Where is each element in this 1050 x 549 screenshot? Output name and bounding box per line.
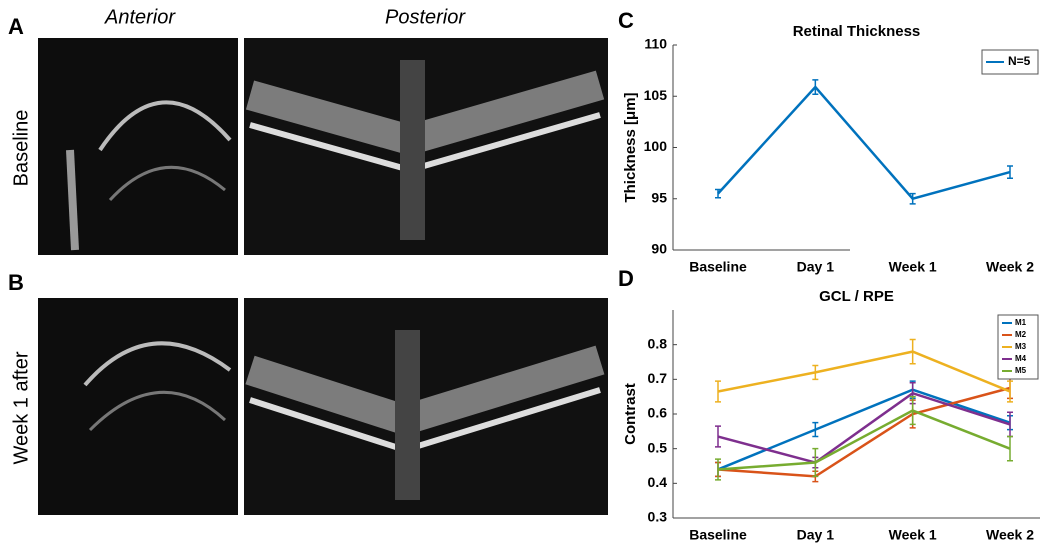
legend-label: M2 [1015, 330, 1027, 339]
row-label: Week 1 after [10, 351, 32, 464]
legend-label: M1 [1015, 318, 1027, 327]
series-line [717, 386, 1011, 478]
oct-images [38, 38, 608, 515]
x-tick-label: Week 1 [889, 527, 937, 543]
x-tick-label: Week 1 [889, 259, 937, 275]
x-tick-label: Day 1 [797, 259, 835, 275]
error-bar [715, 380, 721, 403]
panel-label: C [618, 8, 634, 33]
y-tick-label: 100 [644, 138, 668, 154]
error-bar [909, 338, 916, 365]
error-bar [812, 79, 819, 95]
series-line [717, 391, 1011, 464]
error-bar [812, 364, 819, 381]
panel-label: A [8, 14, 24, 39]
legend-label: M4 [1015, 354, 1027, 363]
series-line [717, 85, 1011, 201]
y-axis-label: Thickness [μm] [622, 92, 639, 202]
anterior-image [38, 38, 238, 255]
y-tick-label: 0.4 [648, 474, 668, 490]
error-bar [909, 395, 916, 426]
series-line [717, 388, 1011, 471]
y-tick-label: 110 [644, 36, 667, 52]
anterior-image [38, 298, 238, 515]
panel-label: B [8, 270, 24, 295]
error-bar [1007, 435, 1013, 462]
x-tick-label: Baseline [689, 527, 747, 543]
image-title: Posterior [385, 6, 466, 28]
error-bar [812, 421, 819, 438]
error-bar [715, 188, 721, 199]
x-tick-label: Day 1 [797, 527, 835, 543]
chart-title: Retinal Thickness [793, 23, 921, 40]
series-line [717, 409, 1011, 471]
y-tick-label: 0.7 [648, 370, 668, 386]
chart-title: GCL / RPE [819, 288, 894, 305]
legend-label: M5 [1015, 366, 1027, 375]
error-bar [812, 447, 819, 478]
x-tick-label: Week 2 [986, 259, 1034, 275]
y-tick-label: 0.5 [648, 439, 668, 455]
legend-label: N=5 [1008, 54, 1031, 68]
legend-label: M3 [1015, 342, 1027, 351]
y-tick-label: 0.3 [648, 509, 668, 525]
series-line [717, 350, 1011, 393]
x-tick-label: Week 2 [986, 527, 1034, 543]
y-tick-label: 0.8 [648, 335, 668, 351]
error-bar [1007, 380, 1013, 403]
panel-label: D [618, 266, 634, 291]
error-bar [1007, 165, 1013, 179]
error-bar [715, 458, 721, 481]
y-tick-label: 95 [651, 189, 667, 205]
y-axis-label: Contrast [622, 383, 639, 445]
y-tick-label: 90 [651, 241, 667, 257]
error-bar [909, 192, 916, 205]
x-tick-label: Baseline [689, 259, 747, 275]
row-label: Baseline [10, 110, 32, 187]
y-tick-label: 105 [644, 87, 668, 103]
image-title: Anterior [104, 6, 176, 28]
error-bar [715, 425, 721, 448]
y-tick-label: 0.6 [648, 405, 668, 421]
